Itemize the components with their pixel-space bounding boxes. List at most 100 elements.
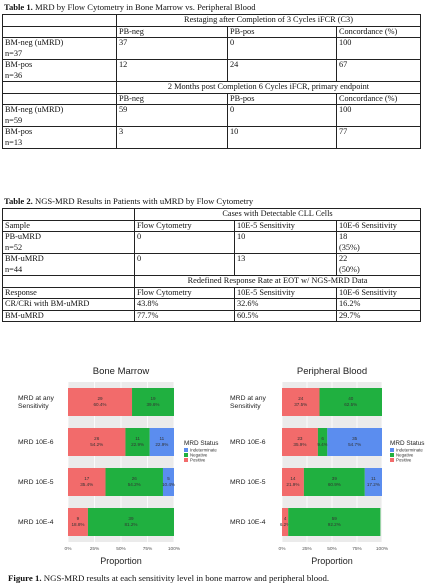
category-label: MRD 10E-5	[18, 479, 54, 486]
table-cell: 60.5%	[234, 309, 337, 322]
row-label: CR/CRi with BM-uMRD	[2, 298, 135, 311]
table-row: BM-pos n=13 3 10 77	[2, 126, 422, 149]
table2-header: Sample	[2, 219, 135, 232]
legend-label: Indeterminate	[190, 448, 217, 453]
table-cell: 22 (50%)	[335, 253, 422, 276]
row-label: BM-pos n=13	[2, 126, 117, 149]
table2-header2: 10E-6 Sensitivity	[335, 286, 422, 299]
data-label-percent: 21.9%	[286, 482, 299, 487]
data-label-count: 11	[371, 476, 376, 481]
bar-segment-positive	[282, 428, 318, 456]
bar-segment-negative	[317, 428, 328, 456]
table-cell: 10	[234, 231, 337, 254]
x-tick-label: 25%	[90, 546, 100, 552]
data-label-percent: 35.9%	[293, 442, 306, 447]
table-row: BM-neg (uMRD) n=59 59 0 100	[2, 104, 422, 127]
bar-segment-negative	[319, 388, 382, 416]
data-label-percent: 22.9%	[155, 442, 168, 447]
data-label-count: 17	[84, 476, 90, 481]
data-label-percent: 17.2%	[367, 482, 380, 487]
table1-section1-title: Restaging after Completion of 3 Cycles i…	[115, 14, 422, 27]
bar-segment-positive	[68, 508, 88, 536]
table2-header: 10E-5 Sensitivity	[234, 219, 337, 232]
table1-s1-header: PB-pos	[227, 25, 337, 38]
table-cell: 10	[227, 126, 337, 149]
bar-segment-indeterminate	[364, 468, 382, 496]
table-cell: 59	[116, 104, 228, 127]
table-cell: 13	[234, 253, 337, 276]
bar-segment-indeterminate	[162, 468, 174, 496]
figure1-label: Figure 1.	[8, 573, 42, 583]
table-cell: 67	[335, 59, 422, 82]
bar-segment-indeterminate	[149, 428, 174, 456]
table2-header: Flow Cytometry	[134, 219, 235, 232]
table-cell: 0	[227, 37, 337, 60]
bone-marrow-title: Bone Marrow	[93, 366, 150, 377]
table-cell: 100	[335, 104, 422, 127]
legend-label: Negative	[396, 453, 414, 458]
category-label: MRD 10E-4	[18, 519, 54, 526]
data-label-count: 35	[352, 436, 358, 441]
table-row: BM-neg (uMRD) n=37 37 0 100	[2, 37, 422, 60]
data-label-count: 9	[77, 516, 80, 521]
data-label-count: 4	[284, 516, 287, 521]
table-cell: 77	[335, 126, 422, 149]
table1-label: Table 1.	[4, 2, 33, 12]
legend-swatch-positive	[390, 458, 394, 462]
x-tick-label: 25%	[302, 546, 312, 552]
data-label-count: 39	[332, 476, 338, 481]
table1: Restaging after Completion of 3 Cycles i…	[2, 14, 422, 149]
table-cell: 37	[116, 37, 228, 60]
table1-s2-header: PB-neg	[116, 92, 228, 105]
category-label: MRD 10E-6	[18, 439, 54, 446]
data-label-count: 6	[321, 436, 324, 441]
table1-s1-header: Concordance (%)	[335, 25, 422, 38]
legend-label: Positive	[396, 458, 412, 463]
table1-s2-header: PB-pos	[227, 92, 337, 105]
legend-label: Negative	[190, 453, 208, 458]
legend-title: MRD Status	[184, 440, 218, 447]
data-label-count: 39	[128, 516, 134, 521]
table-row: CR/CRi with BM-uMRD 43.8% 32.6% 16.2%	[2, 298, 422, 311]
x-tick-label: 0%	[279, 546, 287, 552]
table2-header: 10E-6 Sensitivity	[335, 219, 422, 232]
bar-segment-positive	[282, 468, 304, 496]
data-label-count: 29	[97, 396, 103, 401]
bar-segment-negative	[105, 468, 163, 496]
x-tick-label: 0%	[65, 546, 73, 552]
legend-label: Indeterminate	[396, 448, 423, 453]
legend-swatch-negative	[390, 453, 394, 457]
bar-segment-negative	[125, 428, 150, 456]
table1-s1-header: PB-neg	[116, 25, 228, 38]
table-cell: 0	[134, 253, 235, 276]
row-label: PB-uMRD n=52	[2, 231, 135, 254]
data-label-percent: 9.4%	[317, 442, 327, 447]
bone-marrow-x-axis-label: Proportion	[100, 556, 142, 566]
legend-swatch-indeterminate	[184, 448, 188, 452]
bar-segment-positive	[282, 388, 320, 416]
table2: Cases with Detectable CLL Cells Sample F…	[2, 208, 422, 322]
bar-segment-negative	[87, 508, 174, 536]
data-label-count: 11	[135, 436, 140, 441]
category-label: Sensitivity	[230, 403, 261, 410]
table2-header2: 10E-5 Sensitivity	[234, 286, 337, 299]
table-cell: 32.6%	[234, 298, 337, 311]
bar-segment-positive	[68, 388, 133, 416]
data-label-percent: 39.6%	[146, 402, 159, 407]
x-tick-label: 100%	[168, 546, 181, 552]
bar-segment-positive	[68, 428, 126, 456]
table-row: BM-uMRD 77.7% 60.5% 29.7%	[2, 309, 422, 322]
legend-swatch-positive	[184, 458, 188, 462]
data-label-count: 23	[297, 436, 303, 441]
data-label-count: 5	[167, 476, 170, 481]
table-cell: 0	[134, 231, 235, 254]
category-label: Sensitivity	[18, 403, 49, 410]
table1-section2-title: 2 Months post Completion 6 Cycles iFCR, …	[115, 81, 422, 94]
x-tick-label: 50%	[327, 546, 337, 552]
legend-title: MRD Status	[390, 440, 424, 447]
table2-label: Table 2.	[4, 196, 33, 206]
data-label-percent: 81.2%	[124, 522, 137, 527]
data-label-percent: 22.9%	[131, 442, 144, 447]
table2-caption-text: NGS-MRD Results in Patients with uMRD by…	[34, 196, 254, 206]
bar-segment-negative	[132, 388, 174, 416]
